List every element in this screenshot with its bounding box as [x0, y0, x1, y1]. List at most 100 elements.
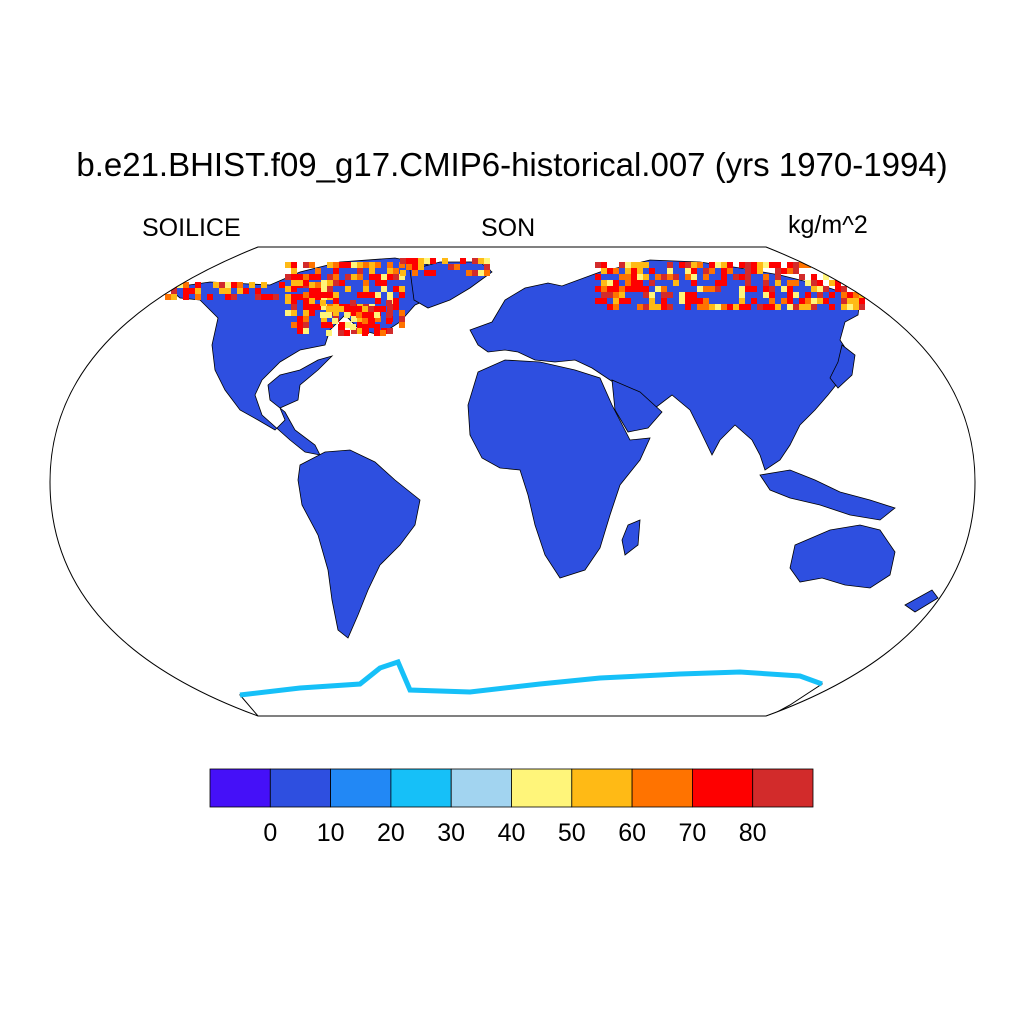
frozen-cell — [619, 286, 625, 292]
frozen-cell — [315, 282, 321, 288]
frozen-cell — [643, 262, 649, 268]
frozen-cell — [607, 286, 613, 292]
frozen-cell — [369, 274, 375, 280]
frozen-cell — [285, 298, 291, 304]
frozen-cell — [243, 288, 249, 294]
frozen-cell — [751, 298, 757, 304]
frozen-cell — [315, 268, 321, 274]
frozen-cell — [673, 274, 679, 280]
frozen-cell — [338, 306, 344, 312]
frozen-cell — [763, 280, 769, 286]
frozen-cell — [667, 262, 673, 268]
frozen-cell — [399, 274, 405, 280]
frozen-cell — [733, 274, 739, 280]
frozen-cell — [356, 306, 362, 312]
frozen-cell — [375, 280, 381, 286]
frozen-cell — [315, 304, 321, 310]
frozen-cell — [297, 316, 303, 322]
frozen-cell — [357, 268, 363, 274]
colorbar-box — [330, 768, 392, 808]
frozen-cell — [327, 286, 333, 292]
frozen-cell — [751, 286, 757, 292]
frozen-cell — [613, 268, 619, 274]
frozen-cell — [859, 298, 865, 304]
frozen-cell — [478, 270, 484, 276]
frozen-cell — [183, 282, 189, 288]
frozen-cell — [309, 262, 315, 268]
frozen-cell — [309, 274, 315, 280]
frozen-cell — [309, 292, 315, 298]
frozen-cell — [703, 274, 709, 280]
frozen-cell — [231, 282, 237, 288]
frozen-cell — [327, 274, 333, 280]
new-zealand — [904, 589, 939, 613]
frozen-cell — [829, 304, 835, 310]
colorbar-boxes — [209, 768, 814, 808]
frozen-cell — [643, 304, 649, 310]
frozen-cell — [380, 330, 386, 336]
frozen-cell — [368, 306, 374, 312]
frozen-cell — [297, 328, 303, 334]
frozen-cell — [291, 304, 297, 310]
frozen-cell — [817, 286, 823, 292]
frozen-cell — [291, 286, 297, 292]
frozen-cell — [823, 274, 829, 280]
frozen-cell — [835, 286, 841, 292]
frozen-cell — [303, 322, 309, 328]
frozen-cell — [393, 286, 399, 292]
frozen-cell — [399, 286, 405, 292]
frozen-cell — [793, 262, 799, 268]
frozen-cell — [745, 286, 751, 292]
frozen-cell — [685, 304, 691, 310]
frozen-cell — [261, 294, 267, 300]
frozen-cell — [291, 294, 297, 300]
frozen-cell — [412, 264, 418, 270]
frozen-cell — [637, 304, 643, 310]
frozen-cell — [643, 274, 649, 280]
frozen-cell — [739, 298, 745, 304]
frozen-cell — [315, 288, 321, 294]
frozen-cell — [320, 300, 326, 306]
frozen-cell — [362, 324, 368, 330]
frozen-cell — [703, 268, 709, 274]
frozen-cell — [303, 292, 309, 298]
frozen-cell — [363, 286, 369, 292]
frozen-cell — [691, 274, 697, 280]
frozen-cell — [332, 318, 338, 324]
frozen-cell — [430, 258, 436, 264]
frozen-cell — [757, 262, 763, 268]
frozen-cell — [363, 280, 369, 286]
frozen-cell — [320, 312, 326, 318]
frozen-cell — [285, 310, 291, 316]
frozen-cell — [291, 280, 297, 286]
frozen-cell — [309, 288, 315, 294]
frozen-cell — [805, 298, 811, 304]
frozen-cell — [345, 274, 351, 280]
frozen-cell — [412, 270, 418, 276]
frozen-cell — [769, 304, 775, 310]
frozen-cell — [805, 280, 811, 286]
frozen-cell — [369, 292, 375, 298]
frozen-cell — [261, 282, 267, 288]
south-america — [297, 449, 421, 639]
frozen-cell — [338, 324, 344, 330]
frozen-cell — [484, 270, 490, 276]
frozen-cell — [667, 304, 673, 310]
frozen-cell — [285, 262, 291, 268]
frozen-cell — [625, 268, 631, 274]
frozen-cell — [381, 274, 387, 280]
frozen-cell — [291, 322, 297, 328]
frozen-cell — [387, 268, 393, 274]
frozen-cell — [165, 294, 171, 300]
frozen-cell — [721, 268, 727, 274]
frozen-cell — [787, 268, 793, 274]
frozen-cell — [817, 298, 823, 304]
frozen-cell — [727, 268, 733, 274]
frozen-cell — [386, 312, 392, 318]
frozen-cell — [757, 304, 763, 310]
frozen-cell — [393, 274, 399, 280]
frozen-cell — [418, 258, 424, 264]
frozen-cell — [625, 262, 631, 268]
australia — [789, 524, 896, 589]
